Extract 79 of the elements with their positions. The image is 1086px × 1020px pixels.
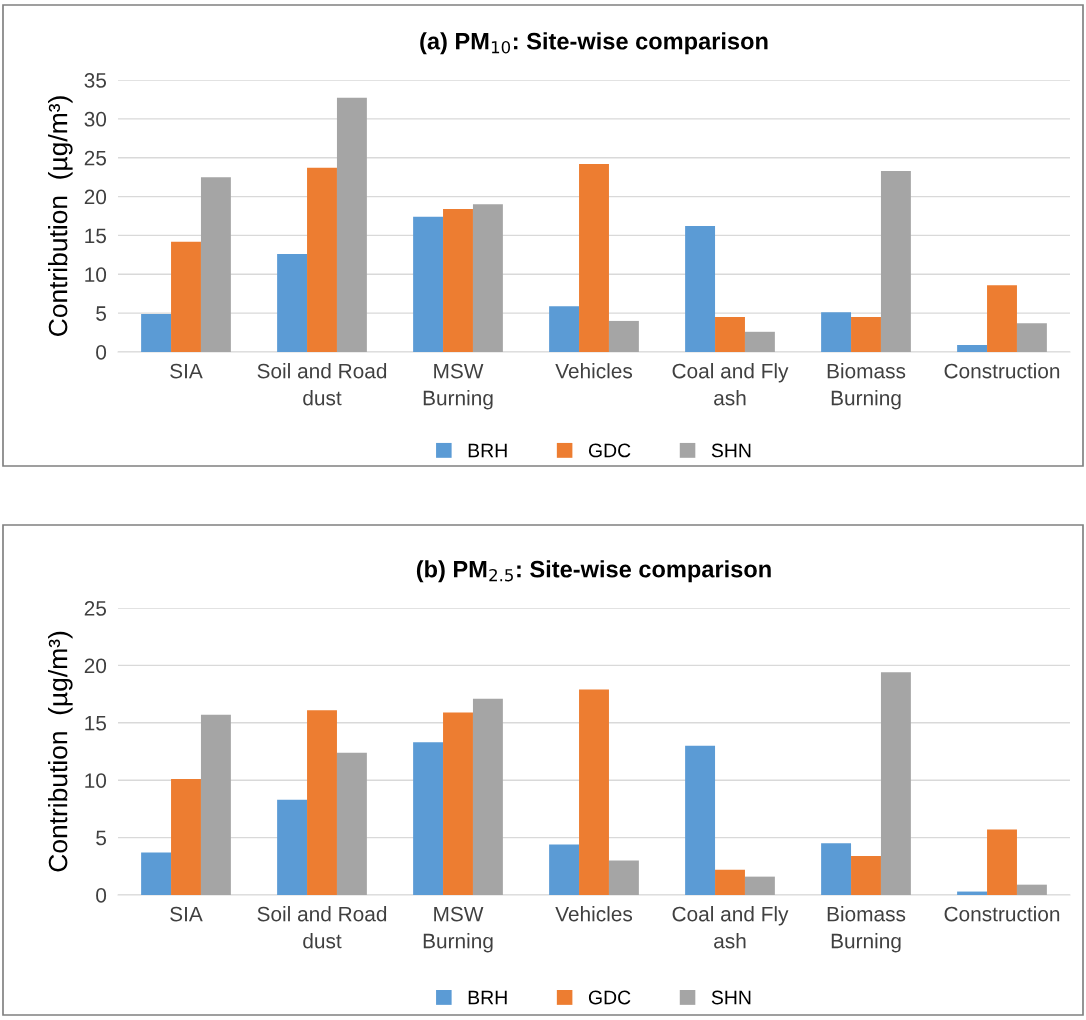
bar bbox=[851, 855, 881, 895]
bar bbox=[957, 345, 988, 352]
y-tick-label: 25 bbox=[84, 150, 107, 166]
y-tick-label: 10 bbox=[85, 773, 107, 788]
y-tick-label: 10 bbox=[85, 267, 107, 283]
bar bbox=[549, 306, 580, 352]
x-tick-label: Soil and Road dust bbox=[257, 906, 387, 949]
x-tick-label: Biomass Burning bbox=[827, 906, 906, 953]
bar bbox=[336, 97, 367, 352]
legend-label: SHN bbox=[711, 443, 751, 458]
x-tick-label: Coal and Fly ash bbox=[672, 363, 789, 406]
bar bbox=[715, 869, 745, 895]
bar bbox=[277, 799, 308, 895]
bar bbox=[472, 204, 503, 352]
y-tick-label: 20 bbox=[84, 189, 107, 205]
bar bbox=[608, 860, 639, 895]
legend-label: BRH bbox=[468, 443, 507, 458]
x-tick-label: Coal and Fly ash bbox=[672, 906, 789, 949]
bar bbox=[336, 752, 367, 895]
bar bbox=[821, 843, 852, 895]
bar bbox=[821, 312, 852, 352]
bar bbox=[472, 698, 503, 895]
legend-label: SHN bbox=[711, 990, 751, 1005]
legend-label: GDC bbox=[588, 990, 631, 1005]
bar bbox=[171, 241, 201, 352]
bar bbox=[1016, 323, 1047, 352]
bar bbox=[987, 829, 1017, 895]
x-tick-label: Construction bbox=[944, 363, 1060, 379]
y-tick-label: 20 bbox=[84, 658, 107, 674]
y-axis-title: Contribution (µg/m³) bbox=[48, 96, 73, 336]
bar bbox=[413, 216, 444, 352]
bar bbox=[685, 745, 716, 895]
bar bbox=[549, 844, 580, 895]
chart-title: (a) PM$_{10}$: Site-wise comparison bbox=[420, 32, 768, 55]
x-tick-label: SIA bbox=[170, 906, 203, 922]
chart-title: (b) PM$_{2.5}$: Site-wise comparison bbox=[416, 560, 771, 583]
x-tick-label: Vehicles bbox=[555, 363, 633, 379]
bar bbox=[987, 285, 1017, 352]
bar bbox=[171, 779, 201, 895]
bar bbox=[141, 313, 172, 352]
bar bbox=[880, 672, 911, 895]
bar bbox=[443, 712, 473, 895]
x-tick-label: Vehicles bbox=[555, 906, 633, 922]
y-tick-label: 15 bbox=[85, 228, 107, 244]
bar bbox=[744, 331, 775, 352]
y-axis-title: Contribution (µg/m³) bbox=[48, 631, 73, 872]
legend-label: BRH bbox=[468, 990, 507, 1005]
bar bbox=[200, 714, 231, 895]
y-tick-label: 25 bbox=[84, 601, 107, 616]
bar bbox=[307, 710, 337, 895]
bar bbox=[715, 317, 745, 352]
bar bbox=[579, 163, 609, 352]
bar bbox=[277, 254, 308, 352]
y-tick-label: 0 bbox=[96, 345, 107, 360]
bar bbox=[851, 317, 881, 352]
x-tick-label: MSW Burning bbox=[423, 363, 493, 410]
x-tick-label: Soil and Road dust bbox=[257, 363, 387, 406]
bar bbox=[608, 320, 639, 352]
y-tick-label: 30 bbox=[84, 111, 107, 127]
x-tick-label: Construction bbox=[944, 906, 1060, 922]
bar bbox=[579, 689, 609, 895]
bar bbox=[307, 167, 337, 352]
x-tick-label: SIA bbox=[170, 363, 203, 379]
y-tick-label: 15 bbox=[85, 716, 107, 731]
y-tick-label: 35 bbox=[84, 73, 107, 88]
bar bbox=[685, 226, 716, 352]
bar bbox=[880, 170, 911, 352]
bar bbox=[1016, 884, 1047, 895]
x-tick-label: MSW Burning bbox=[423, 906, 493, 953]
y-tick-label: 5 bbox=[96, 830, 107, 846]
y-tick-label: 5 bbox=[96, 306, 107, 321]
legend-label: GDC bbox=[588, 443, 631, 458]
bar bbox=[200, 177, 231, 352]
bar bbox=[443, 209, 473, 352]
bar bbox=[413, 742, 444, 895]
y-tick-label: 0 bbox=[96, 888, 107, 903]
bar bbox=[744, 876, 775, 895]
bar bbox=[141, 852, 172, 895]
x-tick-label: Biomass Burning bbox=[827, 363, 906, 410]
